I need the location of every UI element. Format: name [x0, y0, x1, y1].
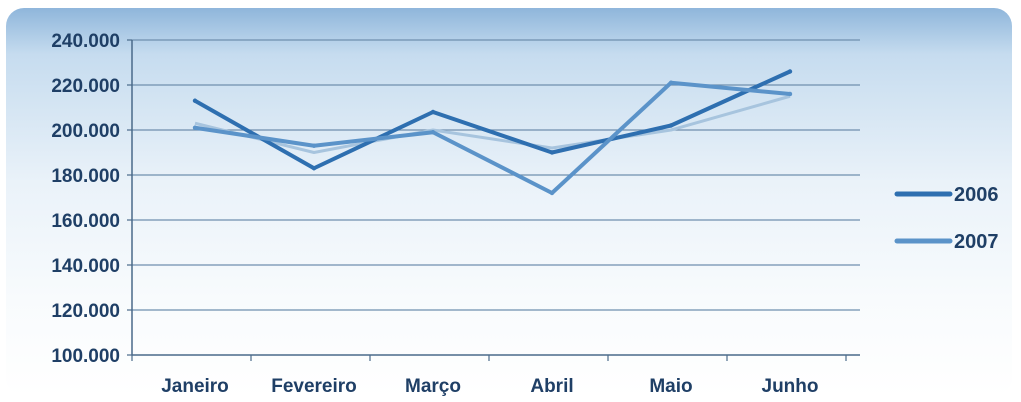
data-point-2007 — [430, 130, 436, 135]
y-tick-label: 100.000 — [51, 346, 120, 367]
legend-label-2007: 2007 — [954, 231, 999, 253]
data-point-2006 — [192, 98, 198, 103]
data-point-2006 — [787, 69, 793, 74]
y-tick-label: 220.000 — [51, 76, 120, 97]
x-tick-label: Fevereiro — [271, 376, 357, 397]
data-point-2007 — [192, 125, 198, 130]
legend-label-2006: 2006 — [954, 184, 999, 206]
x-tick-label: Abril — [530, 376, 573, 397]
chart-background — [6, 8, 1012, 396]
data-point-2007 — [787, 91, 793, 97]
x-tick-label: Maio — [649, 376, 692, 397]
y-tick-label: 120.000 — [51, 301, 120, 322]
data-point-2007 — [668, 80, 674, 85]
data-point-2006 — [311, 166, 317, 171]
x-tick-label: Janeiro — [161, 376, 229, 397]
y-tick-label: 240.000 — [51, 31, 120, 52]
data-point-2007 — [311, 143, 317, 148]
y-tick-label: 200.000 — [51, 121, 120, 142]
x-tick-label: Março — [405, 376, 461, 397]
data-point-2007 — [549, 190, 555, 196]
series-line-2007 — [193, 80, 792, 195]
y-tick-label: 160.000 — [51, 211, 120, 232]
y-tick-label: 180.000 — [51, 166, 120, 187]
data-point-2006 — [668, 123, 674, 128]
series-line-2006 — [193, 69, 792, 171]
data-point-2006 — [430, 109, 436, 115]
faint-series-line — [194, 94, 791, 154]
data-point-2006 — [549, 150, 555, 155]
x-tick-label: Junho — [762, 376, 819, 397]
y-tick-label: 140.000 — [51, 256, 120, 277]
